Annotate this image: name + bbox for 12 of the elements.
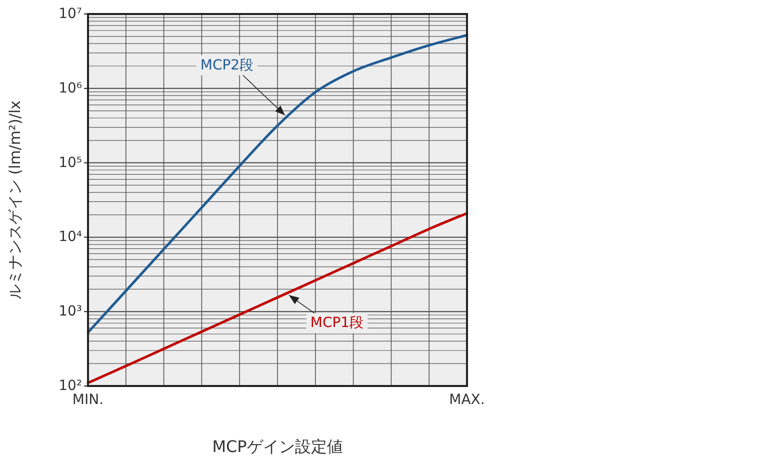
line-series (86, 34, 468, 334)
y-tick-label: 10⁴ (58, 229, 82, 246)
y-tick-label: 10⁵ (58, 154, 82, 171)
y-tick-label: 10⁷ (58, 6, 82, 22)
y-tick-label: 10² (58, 378, 82, 394)
x-axis-title: MCPゲイン設定値 (212, 437, 343, 456)
y-axis-title: ルミナンスゲイン (lm/m²)/lx (6, 100, 24, 300)
y-tick-label: 10⁶ (58, 80, 82, 96)
y-tick-label: 10³ (58, 304, 82, 320)
line-series (86, 212, 468, 384)
x-tick-label: MIN. (72, 392, 104, 408)
x-tick-label: MAX. (449, 392, 485, 408)
